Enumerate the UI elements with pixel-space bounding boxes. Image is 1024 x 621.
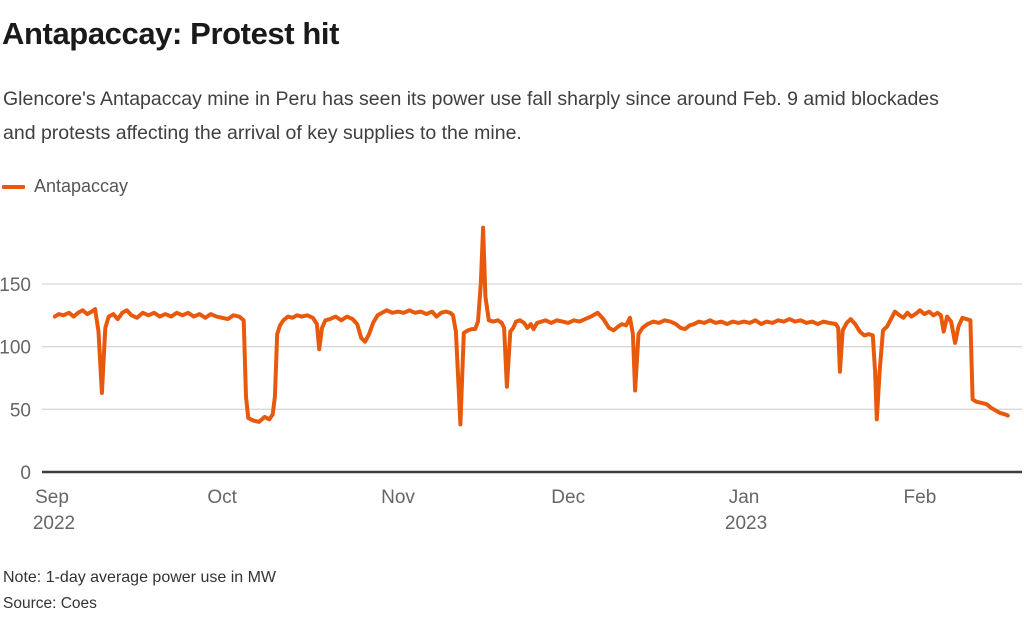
x-tick-label: Dec (551, 487, 585, 508)
x-tick-label: Sep (35, 487, 69, 508)
chart-subtitle: Glencore's Antapaccay mine in Peru has s… (3, 88, 939, 145)
y-tick-label: 0 (20, 463, 31, 484)
x-tick-year-label: 2023 (725, 513, 767, 534)
x-tick-label: Jan (729, 487, 760, 508)
legend-line-icon (2, 184, 25, 189)
x-tick-label: Feb (904, 487, 937, 508)
page-title: Antapaccay: Protest hit (2, 16, 340, 51)
y-tick-label: 50 (10, 400, 31, 421)
legend-label: Antapaccay (34, 176, 129, 196)
x-tick-label: Nov (381, 487, 415, 508)
y-tick-label: 100 (0, 338, 31, 359)
x-tick-label: Oct (207, 487, 237, 508)
y-tick-label: 150 (0, 275, 31, 296)
series-line-antapaccay (52, 225, 1010, 427)
chart-note: Note: 1-day average power use in MW (3, 569, 277, 586)
chart-source: Source: Coes (3, 595, 97, 612)
legend: Antapaccay (2, 176, 128, 197)
x-tick-year-label: 2022 (33, 513, 75, 534)
